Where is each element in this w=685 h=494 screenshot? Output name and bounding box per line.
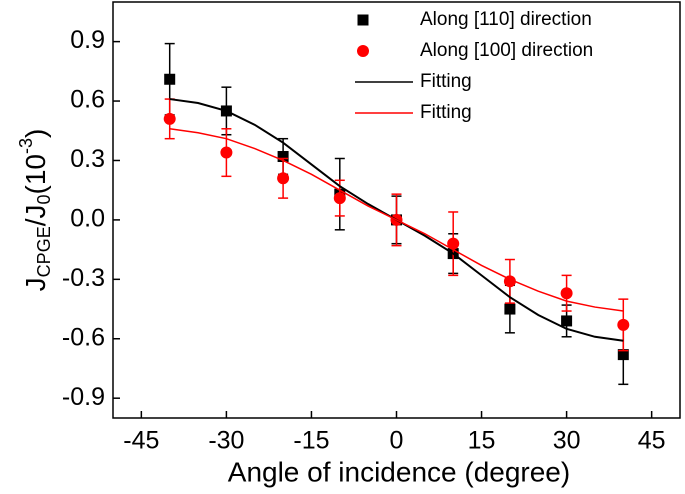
point: [333, 192, 346, 205]
y-tick-label: 0.3: [70, 145, 105, 173]
x-tick-label: -15: [293, 427, 329, 455]
legend-label: Fitting: [420, 102, 472, 123]
y-tick-label: -0.6: [62, 323, 105, 351]
y-tick-label: -0.3: [62, 264, 105, 292]
fit-line: [169, 128, 624, 312]
x-tick-label: -45: [123, 427, 159, 455]
y-label-part: CPGE: [34, 226, 54, 277]
x-tick-label: 15: [468, 427, 496, 455]
y-label-part: ): [20, 129, 51, 138]
x-tick-label: 30: [553, 427, 581, 455]
point: [164, 73, 176, 85]
legend-label: Fitting: [420, 71, 472, 92]
point: [617, 318, 630, 331]
point: [560, 287, 573, 300]
y-label-part: (10: [20, 154, 51, 194]
y-label-part: 0: [34, 195, 54, 205]
point: [277, 151, 289, 163]
legend-label: Along [110] direction: [420, 9, 592, 30]
point: [277, 172, 290, 185]
y-label-part: -3: [16, 138, 36, 154]
point: [617, 349, 629, 361]
x-axis-label: Angle of incidence (degree): [228, 456, 570, 487]
point: [447, 237, 460, 250]
legend-marker: [357, 14, 369, 26]
point: [504, 303, 516, 315]
point: [163, 112, 176, 125]
y-label-part: /J: [20, 205, 51, 227]
y-axis-label: JCPGE/J0(10-3): [16, 129, 54, 292]
y-tick-label: -0.9: [62, 383, 105, 411]
x-tick-label: -30: [208, 427, 244, 455]
legend-marker: [357, 45, 369, 57]
y-label-part: J: [20, 277, 51, 291]
point: [220, 146, 233, 159]
y-tick-label: 0.9: [70, 26, 105, 54]
legend-label: Along [100] direction: [420, 40, 593, 61]
y-tick-label: 0.6: [70, 86, 105, 114]
point: [561, 315, 573, 327]
x-tick-label: 0: [390, 427, 404, 455]
x-tick-label: 45: [638, 427, 666, 455]
y-tick-label: 0.0: [70, 205, 105, 233]
